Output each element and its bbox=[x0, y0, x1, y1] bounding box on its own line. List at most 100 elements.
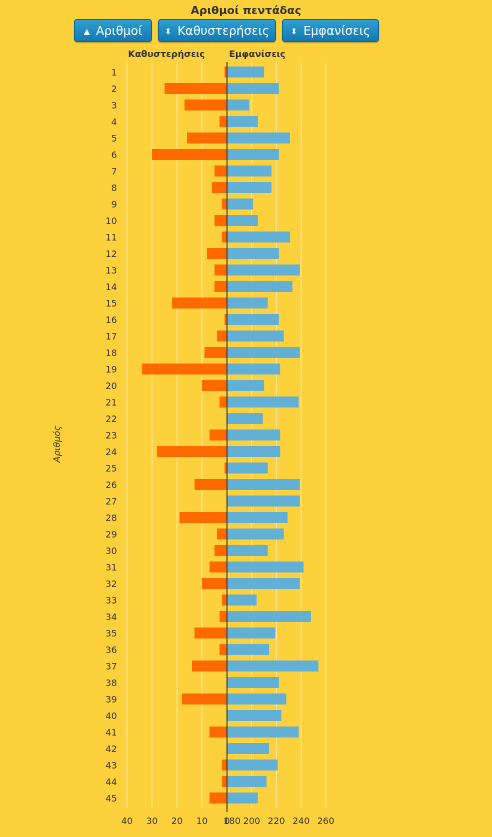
category-label: 22 bbox=[106, 415, 117, 425]
appearance-tick-label: 240 bbox=[293, 817, 310, 827]
delay-bar bbox=[192, 660, 227, 672]
appearance-bar bbox=[227, 413, 263, 424]
category-label: 5 bbox=[111, 135, 117, 145]
category-label: 17 bbox=[106, 333, 117, 343]
delay-bar bbox=[222, 776, 227, 787]
appearance-tick-label: 180 bbox=[223, 817, 240, 827]
delay-bar bbox=[222, 231, 227, 243]
delay-bar bbox=[164, 83, 227, 94]
appearance-tick-label: 220 bbox=[268, 817, 285, 827]
delay-bar bbox=[184, 99, 227, 111]
delay-bar bbox=[172, 297, 227, 309]
delay-bar bbox=[194, 627, 227, 639]
category-label: 43 bbox=[106, 762, 117, 772]
delay-bar bbox=[209, 726, 227, 738]
appearance-bar bbox=[227, 693, 287, 705]
category-label: 28 bbox=[106, 514, 118, 524]
delay-bar bbox=[224, 314, 227, 325]
appearance-bar bbox=[227, 578, 300, 589]
appearance-bar bbox=[227, 792, 258, 804]
sort-by-delays-button[interactable]: ⬍ Καθυστερήσεις bbox=[158, 19, 276, 42]
category-label: 26 bbox=[106, 481, 118, 491]
sort-by-number-label: Αριθμοί bbox=[95, 24, 143, 38]
category-label: 24 bbox=[106, 448, 118, 458]
delay-bar bbox=[152, 149, 227, 160]
appearance-bar bbox=[227, 611, 311, 622]
category-label: 30 bbox=[106, 547, 118, 557]
appearance-bar bbox=[227, 314, 279, 325]
sort-icon: ⬍ bbox=[164, 27, 172, 36]
category-label: 1 bbox=[111, 69, 117, 79]
category-label: 3 bbox=[111, 102, 117, 112]
category-label: 37 bbox=[106, 663, 117, 673]
delay-bar bbox=[212, 182, 227, 193]
delay-bar bbox=[222, 198, 227, 210]
category-label: 31 bbox=[106, 564, 117, 574]
delay-bar bbox=[202, 380, 227, 391]
category-label: 36 bbox=[106, 646, 118, 656]
category-label: 9 bbox=[111, 201, 117, 211]
delay-bar bbox=[209, 429, 227, 441]
delay-bar bbox=[214, 165, 227, 177]
category-label: 8 bbox=[111, 184, 117, 194]
category-label: 18 bbox=[106, 349, 118, 359]
category-label: 6 bbox=[111, 151, 117, 161]
appearance-bar bbox=[227, 297, 268, 309]
appearance-bar bbox=[227, 710, 282, 721]
appearance-bar bbox=[227, 759, 278, 771]
delay-bar bbox=[214, 264, 227, 276]
delay-tick-label: 10 bbox=[196, 817, 208, 827]
delay-bar bbox=[219, 116, 227, 127]
category-label: 19 bbox=[106, 366, 118, 376]
category-label: 40 bbox=[106, 712, 118, 722]
category-label: 21 bbox=[106, 399, 117, 409]
appearance-bar bbox=[227, 594, 257, 606]
delay-tick-label: 30 bbox=[146, 817, 158, 827]
category-label: 33 bbox=[106, 597, 117, 607]
appearance-bar bbox=[227, 264, 300, 276]
category-label: 35 bbox=[106, 630, 117, 640]
category-label: 32 bbox=[106, 580, 117, 590]
sort-by-number-button[interactable]: ▲ Αριθμοί bbox=[74, 19, 152, 42]
delay-bar bbox=[217, 330, 227, 342]
delay-bar bbox=[142, 363, 227, 375]
delay-tick-label: 40 bbox=[121, 817, 133, 827]
category-label: 10 bbox=[106, 217, 118, 227]
category-label: 20 bbox=[106, 382, 118, 392]
delay-bar bbox=[219, 396, 227, 408]
category-label: 16 bbox=[106, 316, 118, 326]
appearance-bar bbox=[227, 149, 279, 160]
delay-bar bbox=[214, 545, 227, 556]
delay-bar bbox=[224, 66, 227, 78]
appearance-bar bbox=[227, 660, 319, 672]
appearance-bar bbox=[227, 429, 281, 441]
appearance-bar bbox=[227, 644, 269, 655]
category-label: 11 bbox=[106, 234, 117, 244]
appearance-bar bbox=[227, 165, 272, 177]
delay-bar bbox=[209, 792, 227, 804]
sort-icon: ⬍ bbox=[290, 27, 298, 36]
category-label: 42 bbox=[106, 745, 117, 755]
category-label: 12 bbox=[106, 250, 117, 260]
delay-bar bbox=[204, 347, 227, 358]
category-label: 27 bbox=[106, 498, 117, 508]
appearance-bar bbox=[227, 446, 281, 457]
category-label: 4 bbox=[111, 118, 117, 128]
delay-bar bbox=[219, 644, 227, 655]
delay-bar bbox=[207, 248, 227, 259]
sort-by-appearances-label: Εμφανίσεις bbox=[303, 24, 371, 38]
appearance-bar bbox=[227, 512, 288, 523]
delay-bar bbox=[222, 594, 227, 606]
appearance-bar bbox=[227, 495, 300, 507]
sort-by-appearances-button[interactable]: ⬍ Εμφανίσεις bbox=[282, 19, 379, 42]
appearance-bar bbox=[227, 479, 300, 490]
category-label: 29 bbox=[106, 531, 118, 541]
appearance-bar bbox=[227, 545, 268, 556]
appearance-bar bbox=[227, 330, 284, 342]
delay-bar bbox=[157, 446, 227, 457]
appearance-bar bbox=[227, 248, 279, 259]
category-label: 15 bbox=[106, 300, 117, 310]
appearance-bar bbox=[227, 99, 250, 111]
appearances-header: Εμφανίσεις bbox=[229, 50, 286, 60]
